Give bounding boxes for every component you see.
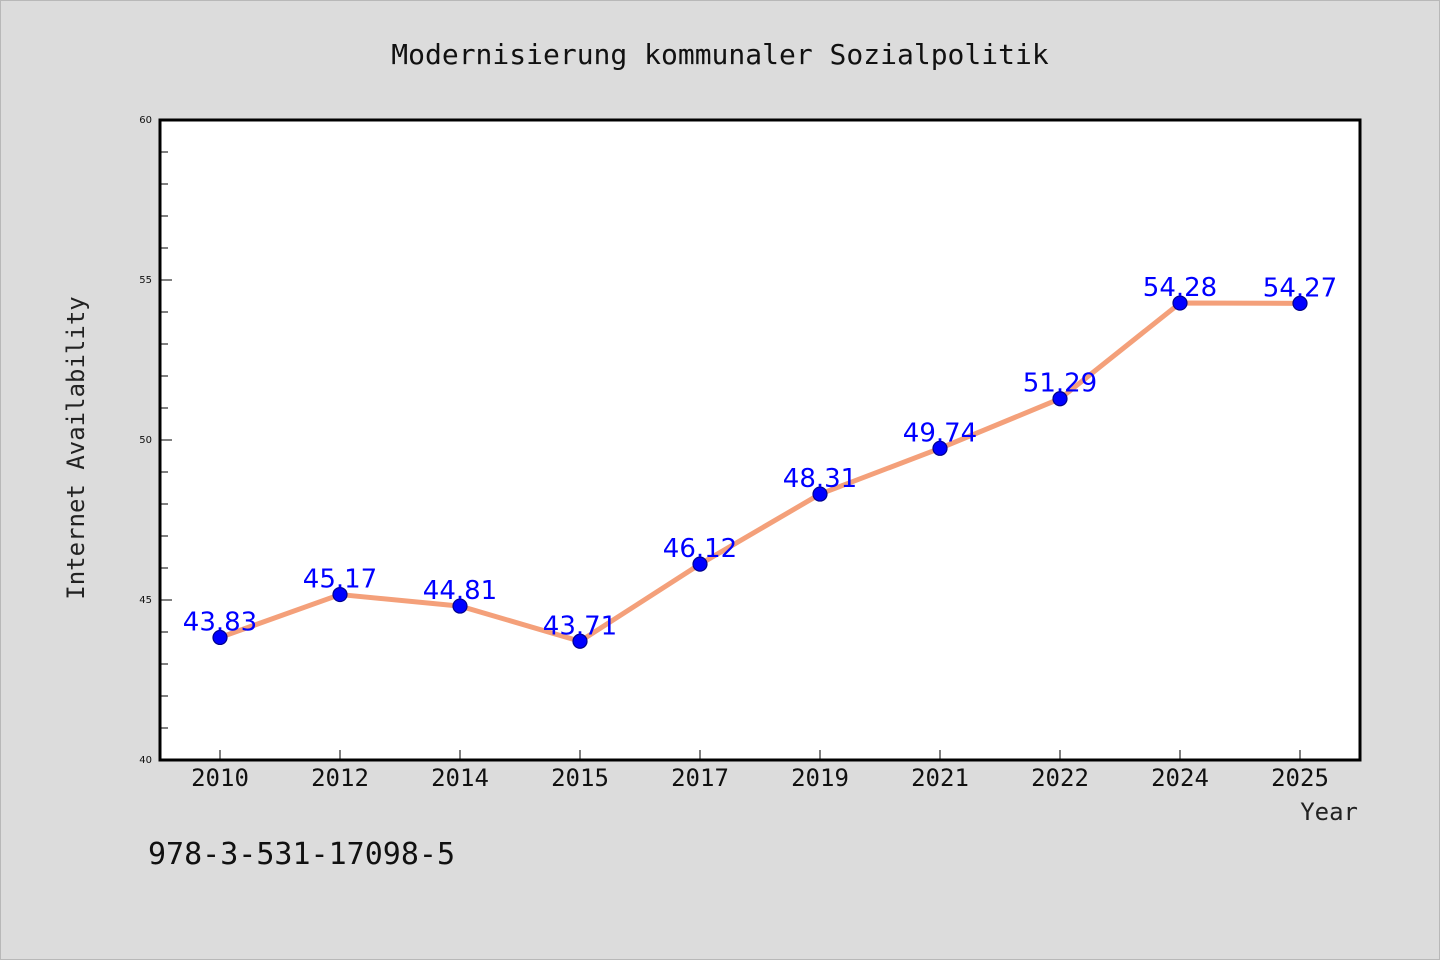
- data-point: [572, 633, 588, 649]
- plot-area: [158, 118, 1362, 762]
- y-tick-label: 50: [139, 435, 152, 446]
- y-tick-label: 60: [139, 115, 152, 126]
- x-tick-label: 2021: [911, 764, 969, 792]
- data-point: [1172, 295, 1188, 311]
- y-axis: 40 45 50 55 60: [139, 115, 172, 766]
- data-label: 43.83: [183, 607, 257, 637]
- x-tick-label: 2012: [311, 764, 369, 792]
- x-tick-label: 2025: [1271, 764, 1329, 792]
- data-label: 49.74: [903, 418, 977, 448]
- x-tick-label: 2015: [551, 764, 609, 792]
- x-tick-label: 2017: [671, 764, 729, 792]
- footer-code: 978-3-531-17098-5: [148, 837, 455, 872]
- data-point: [692, 556, 708, 572]
- data-label: 54.28: [1143, 273, 1217, 303]
- data-point: [212, 629, 228, 646]
- data-point: [452, 598, 468, 614]
- data-markers: [212, 295, 1308, 649]
- y-tick-label: 40: [139, 755, 152, 766]
- data-labels: 43.83 45.17 44.81 43.71 46.12 48.31 49.74 51.29…: [183, 273, 1337, 641]
- data-label: 54.27: [1263, 273, 1337, 303]
- series-line: [217, 300, 1303, 644]
- data-point: [1052, 391, 1068, 407]
- y-axis-title: Internet Availability: [62, 296, 90, 599]
- data-label: 43.71: [543, 611, 617, 641]
- x-tick-label: 2022: [1031, 764, 1089, 792]
- x-tick-label: 2010: [191, 764, 249, 792]
- x-axis: 2010 2012 2014 2015 2017 2019 2021 2022 2024 2025: [191, 750, 1329, 792]
- data-point: [812, 486, 828, 502]
- y-tick-label: 55: [139, 275, 152, 286]
- data-label: 51.29: [1023, 369, 1097, 399]
- chart-title: Modernisierung kommunaler Sozialpolitik: [391, 38, 1049, 71]
- x-tick-label: 2019: [791, 764, 849, 792]
- x-tick-label: 2014: [431, 764, 489, 792]
- y-tick-label: 45: [139, 595, 152, 606]
- data-point: [932, 440, 948, 456]
- data-point: [332, 586, 348, 603]
- data-point: [1292, 295, 1308, 311]
- x-axis-title: Year: [1300, 798, 1358, 826]
- data-label: 44.81: [423, 576, 497, 606]
- data-label: 48.31: [783, 464, 857, 494]
- x-tick-label: 2024: [1151, 764, 1209, 792]
- data-label: 46.12: [663, 534, 737, 564]
- data-label: 45.17: [303, 565, 377, 595]
